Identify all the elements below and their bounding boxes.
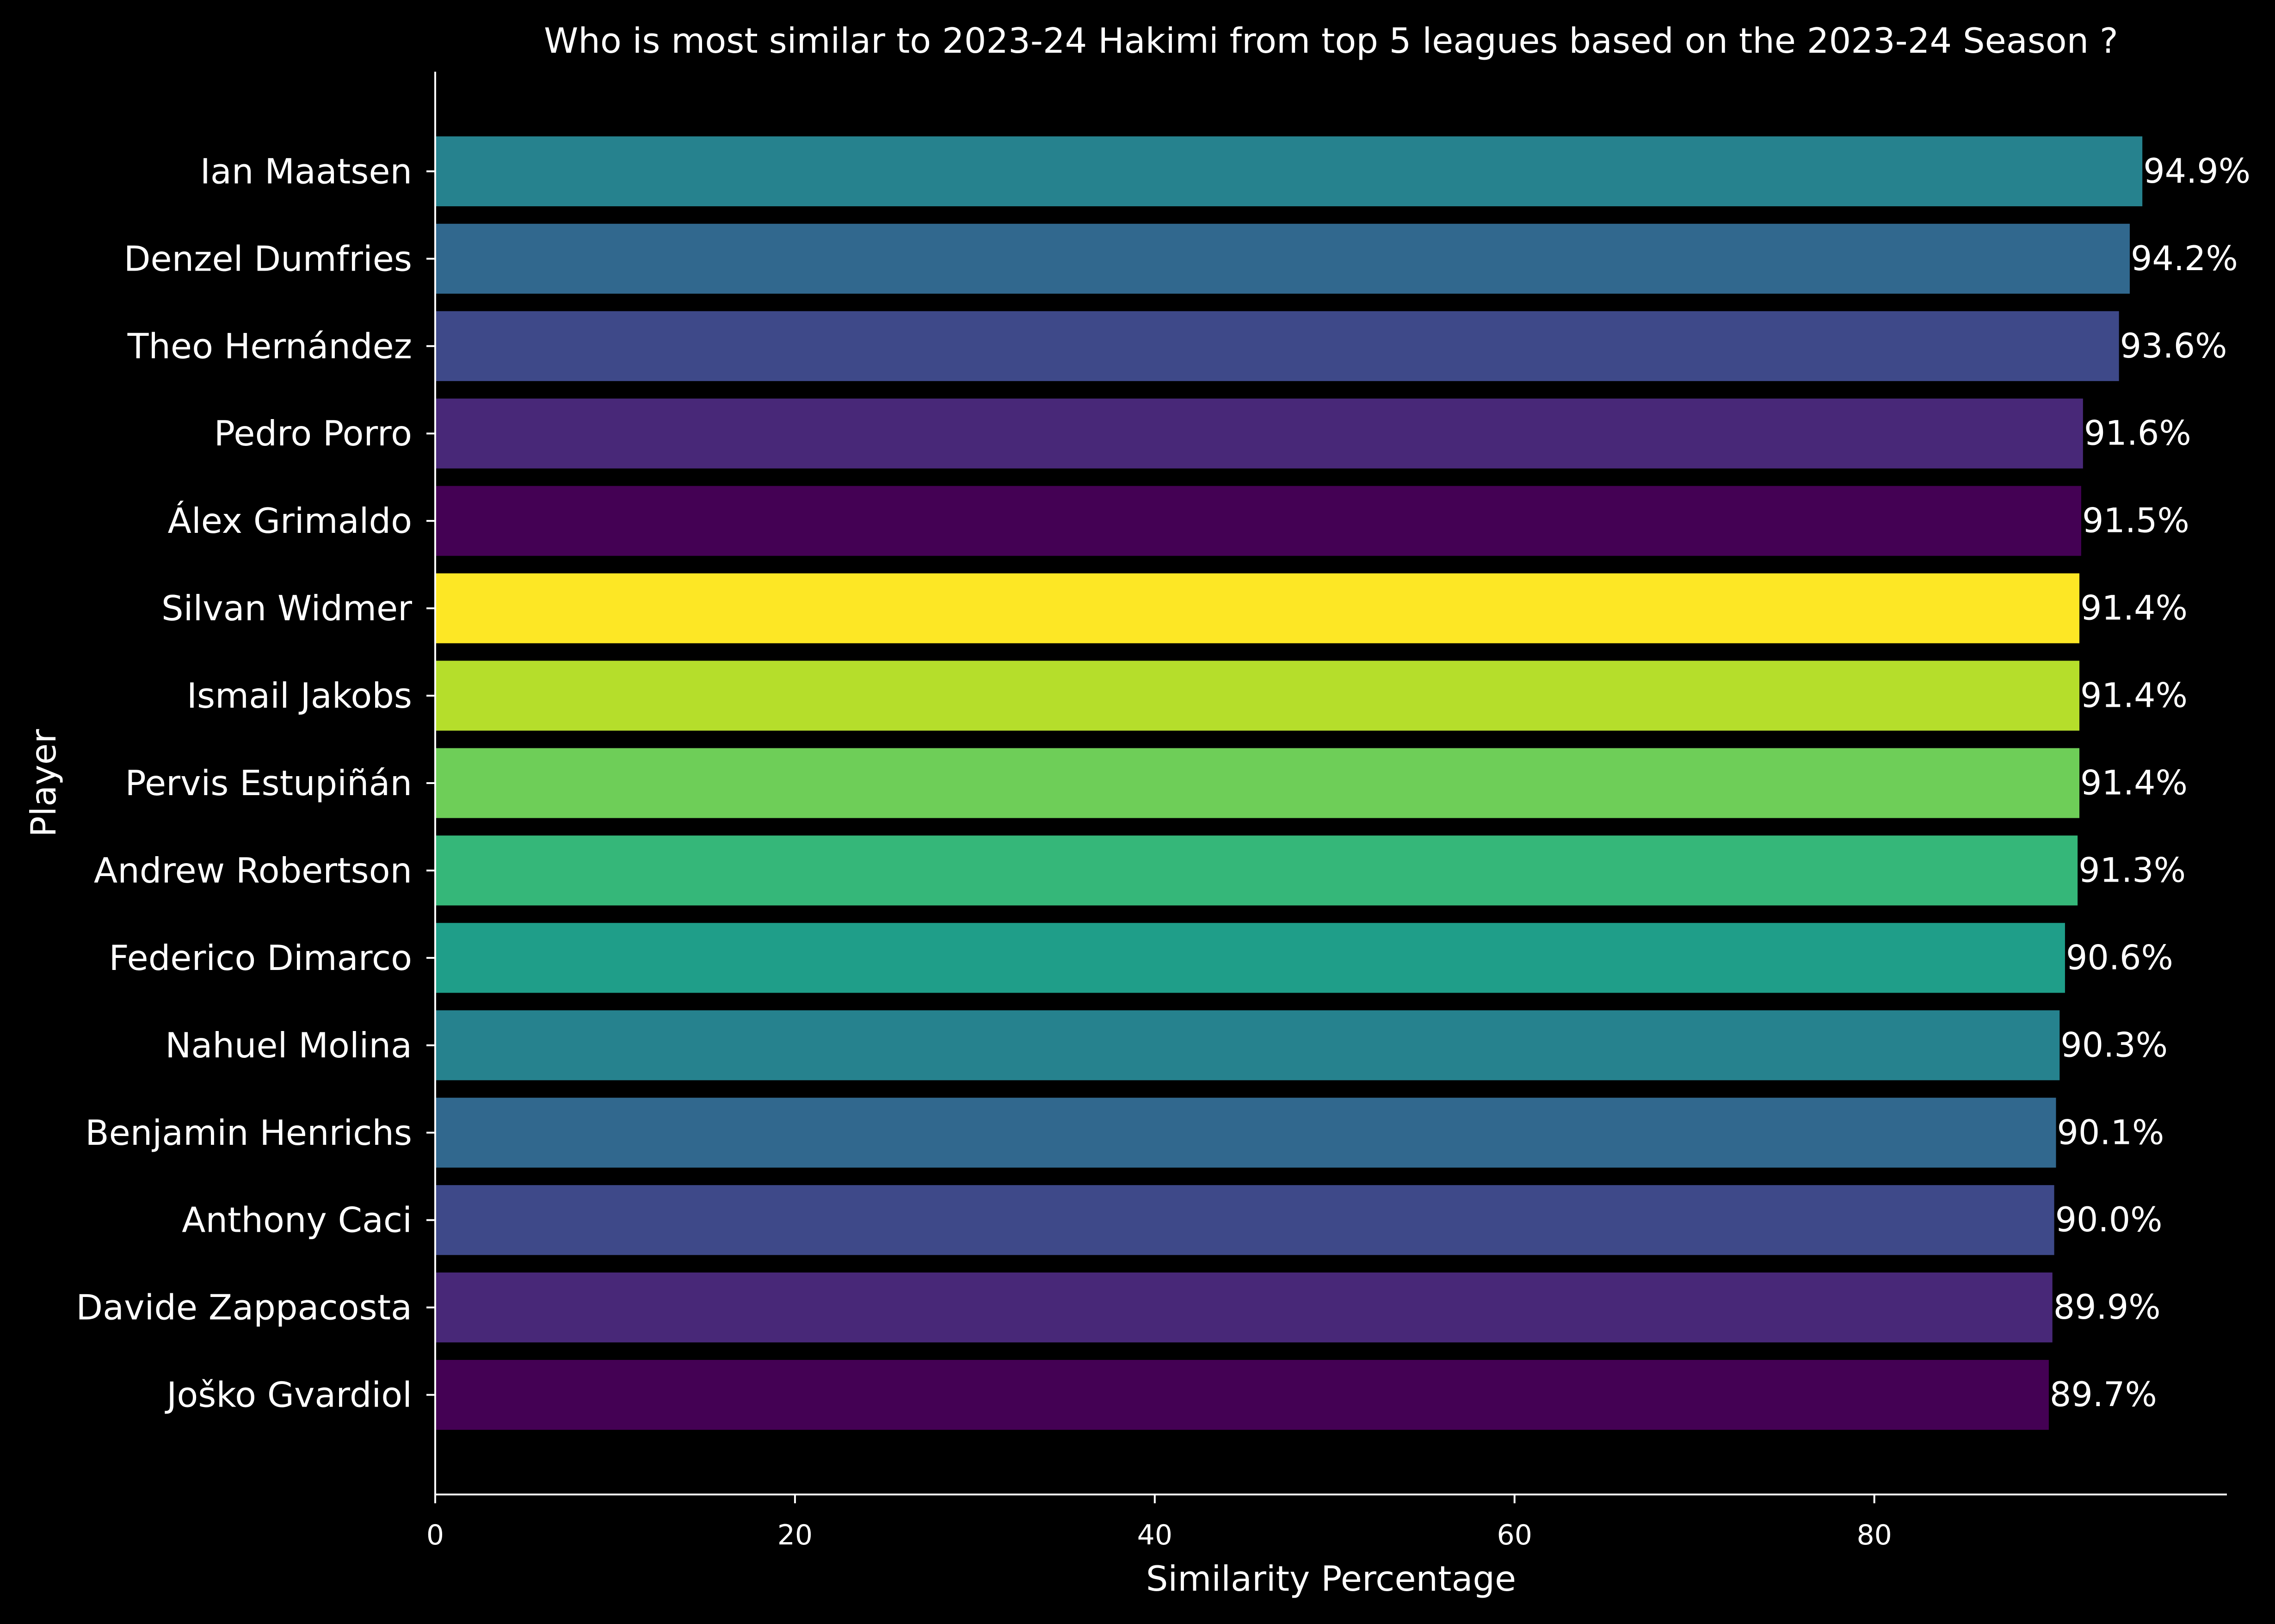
y-tick-label-ismail-jakobs: Ismail Jakobs [187, 675, 412, 716]
value-label-josko-gvardiol: 89.7% [2050, 1375, 2157, 1414]
value-label-anthony-caci: 90.0% [2055, 1200, 2163, 1240]
bar-josko-gvardiol [435, 1360, 2049, 1430]
bar-silvan-widmer [435, 573, 2080, 643]
y-axis: Ian Maatsen Denzel Dumfries Theo Hernández… [76, 72, 436, 1494]
x-tick-label-0: 0 [426, 1519, 444, 1551]
y-tick-label-nahuel-molina: Nahuel Molina [165, 1025, 412, 1066]
x-tick-label-20: 20 [777, 1519, 813, 1551]
bar-andrew-robertson [435, 835, 2078, 906]
chart-title: Who is most similar to 2023-24 Hakimi fr… [544, 20, 2118, 61]
x-axis: 0 20 40 60 80 [426, 1494, 2227, 1551]
bar-benjamin-henrichs [435, 1098, 2056, 1168]
value-label-federico-dimarco: 90.6% [2066, 938, 2173, 977]
y-tick-label-theo-hernandez: Theo Hernández [127, 326, 412, 366]
bar-anthony-caci [435, 1185, 2054, 1255]
y-tick-label-ian-maatsen: Ian Maatsen [200, 151, 412, 191]
y-tick-label-anthony-caci: Anthony Caci [182, 1200, 412, 1241]
bar-davide-zappacosta [435, 1272, 2053, 1343]
value-label-andrew-robertson: 91.3% [2078, 851, 2186, 890]
y-axis-label: Player [23, 729, 64, 837]
bar-federico-dimarco [435, 923, 2065, 993]
bar-pedro-porro [435, 398, 2083, 469]
y-tick-label-silvan-widmer: Silvan Widmer [161, 588, 412, 629]
bar-nahuel-molina [435, 1010, 2060, 1081]
bar-alex-grimaldo [435, 486, 2081, 556]
bars-group [435, 136, 2143, 1430]
y-tick-label-pedro-porro: Pedro Porro [214, 413, 412, 454]
y-tick-label-federico-dimarco: Federico Dimarco [109, 938, 412, 978]
value-label-theo-hernandez: 93.6% [2120, 327, 2227, 366]
value-label-pedro-porro: 91.6% [2084, 414, 2191, 453]
bar-ismail-jakobs [435, 661, 2080, 731]
bar-denzel-dumfries [435, 223, 2130, 294]
y-tick-label-alex-grimaldo: Álex Grimaldo [168, 500, 412, 541]
y-tick-label-benjamin-henrichs: Benjamin Henrichs [85, 1112, 412, 1153]
bar-pervis-estupinan [435, 748, 2080, 818]
x-tick-label-40: 40 [1137, 1519, 1172, 1551]
y-tick-label-denzel-dumfries: Denzel Dumfries [124, 238, 412, 279]
value-label-ismail-jakobs: 91.4% [2080, 676, 2188, 716]
value-label-pervis-estupinan: 91.4% [2080, 764, 2188, 803]
x-axis-label: Similarity Percentage [1146, 1558, 1516, 1599]
value-label-denzel-dumfries: 94.2% [2131, 239, 2238, 278]
x-tick-label-60: 60 [1497, 1519, 1532, 1551]
x-ticks-group: 0 20 40 60 80 [426, 1494, 1892, 1551]
bar-theo-hernandez [435, 311, 2119, 381]
y-tick-label-pervis-estupinan: Pervis Estupiñán [125, 763, 412, 803]
value-labels-group: 94.9% 94.2% 93.6% 91.6% 91.5% 91.4% 91.4% 91.4%… [2050, 152, 2250, 1414]
value-label-silvan-widmer: 91.4% [2080, 589, 2188, 628]
value-label-ian-maatsen: 94.9% [2143, 152, 2250, 191]
value-label-benjamin-henrichs: 90.1% [2057, 1113, 2164, 1152]
x-tick-label-80: 80 [1856, 1519, 1892, 1551]
value-label-davide-zappacosta: 89.9% [2053, 1288, 2161, 1327]
bar-ian-maatsen [435, 136, 2143, 206]
value-label-alex-grimaldo: 91.5% [2082, 501, 2189, 541]
value-label-nahuel-molina: 90.3% [2060, 1025, 2168, 1065]
y-tick-label-josko-gvardiol: Joško Gvardiol [165, 1375, 412, 1415]
y-tick-label-davide-zappacosta: Davide Zappacosta [76, 1287, 412, 1328]
y-ticks-group: Ian Maatsen Denzel Dumfries Theo Hernández… [76, 151, 435, 1415]
y-tick-label-andrew-robertson: Andrew Robertson [94, 850, 412, 891]
